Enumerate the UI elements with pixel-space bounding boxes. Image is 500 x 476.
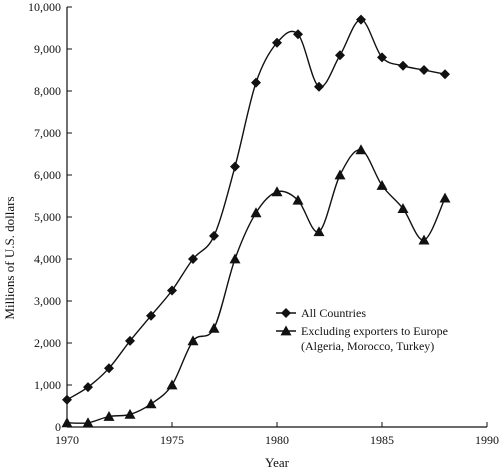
y-tick-label: 4,000 — [34, 252, 61, 266]
y-tick-label: 10,000 — [28, 0, 61, 14]
data-point-diamond — [62, 394, 72, 405]
data-point-diamond — [125, 335, 135, 346]
data-point-diamond — [230, 161, 240, 172]
legend-entry-excluding-exporters: Excluding exporters to Europe(Algeria, M… — [276, 324, 448, 353]
y-tick-label: 2,000 — [34, 336, 61, 350]
data-point-triangle — [61, 417, 73, 428]
x-tick-label: 1975 — [160, 433, 184, 447]
legend-label: All Countries — [301, 306, 366, 320]
data-point-diamond — [104, 363, 114, 374]
data-point-triangle — [397, 203, 409, 213]
y-tick-label: 0 — [55, 420, 61, 434]
data-point-diamond — [272, 37, 282, 48]
data-point-diamond — [167, 285, 177, 296]
y-tick-label: 1,000 — [34, 378, 61, 392]
legend-label-sub: (Algeria, Morocco, Turkey) — [301, 339, 434, 353]
legend-marker-triangle — [280, 325, 292, 336]
data-point-triangle — [376, 180, 388, 190]
series-layer — [61, 14, 451, 428]
data-point-triangle — [187, 335, 199, 346]
x-tick-label: 1990 — [475, 433, 499, 447]
data-point-triangle — [334, 169, 346, 180]
x-tick-label: 1970 — [55, 433, 79, 447]
y-tick-label: 7,000 — [34, 126, 61, 140]
data-point-diamond — [314, 81, 324, 92]
data-point-diamond — [146, 310, 156, 321]
data-point-triangle — [229, 253, 241, 264]
data-point-triangle — [418, 234, 430, 245]
data-point-triangle — [145, 398, 157, 409]
data-point-triangle — [292, 194, 304, 205]
data-point-triangle — [250, 207, 262, 218]
legend: All Countries Excluding exporters to Euro… — [276, 306, 448, 353]
data-point-diamond — [83, 382, 93, 393]
data-point-diamond — [419, 65, 429, 75]
axes: 0 1,000 2,000 3,000 4,000 5,000 6,000 7,000 8,00… — [28, 0, 499, 447]
series-1 — [61, 144, 451, 428]
data-point-triangle — [208, 322, 220, 333]
data-point-diamond — [440, 69, 450, 80]
data-point-diamond — [293, 29, 303, 40]
legend-entry-all-countries: All Countries — [276, 306, 366, 320]
data-point-triangle — [271, 186, 283, 197]
data-point-diamond — [188, 254, 198, 264]
data-point-triangle — [103, 411, 115, 421]
legend-label: Excluding exporters to Europe — [301, 324, 448, 338]
y-axis-title: Millions of U.S. dollars — [2, 196, 17, 319]
x-tick-label: 1980 — [265, 433, 289, 447]
data-point-diamond — [251, 77, 261, 88]
series-0 — [62, 14, 450, 405]
data-point-diamond — [398, 60, 408, 71]
y-tick-label: 6,000 — [34, 168, 61, 182]
data-point-diamond — [209, 230, 219, 241]
legend-marker-diamond — [281, 308, 291, 318]
data-point-diamond — [335, 50, 345, 61]
data-point-diamond — [377, 52, 387, 63]
data-point-triangle — [355, 144, 367, 155]
data-point-triangle — [82, 417, 94, 428]
y-tick-label: 3,000 — [34, 294, 61, 308]
x-axis-title: Year — [265, 455, 290, 470]
y-tick-label: 8,000 — [34, 84, 61, 98]
y-tick-label: 5,000 — [34, 210, 61, 224]
y-tick-label: 9,000 — [34, 42, 61, 56]
data-point-triangle — [124, 408, 136, 419]
x-tick-label: 1985 — [370, 433, 394, 447]
data-point-triangle — [439, 192, 451, 203]
data-point-triangle — [166, 379, 178, 390]
series-line — [66, 149, 446, 424]
data-point-triangle — [313, 226, 325, 237]
data-point-diamond — [356, 14, 366, 25]
